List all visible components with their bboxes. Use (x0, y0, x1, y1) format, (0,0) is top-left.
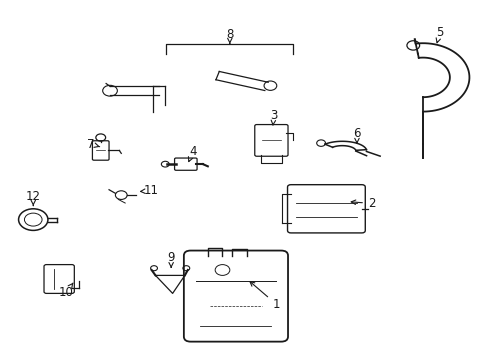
Text: 5: 5 (435, 26, 443, 43)
Text: 6: 6 (352, 127, 360, 143)
Text: 2: 2 (350, 197, 375, 210)
Text: 1: 1 (249, 282, 280, 311)
Text: 10: 10 (59, 283, 73, 299)
Text: 12: 12 (26, 190, 41, 206)
Text: 8: 8 (225, 28, 233, 44)
Text: 9: 9 (167, 251, 175, 267)
Text: 7: 7 (86, 138, 100, 150)
Text: 3: 3 (269, 109, 277, 125)
Text: 4: 4 (188, 145, 197, 162)
Text: 11: 11 (140, 184, 159, 197)
